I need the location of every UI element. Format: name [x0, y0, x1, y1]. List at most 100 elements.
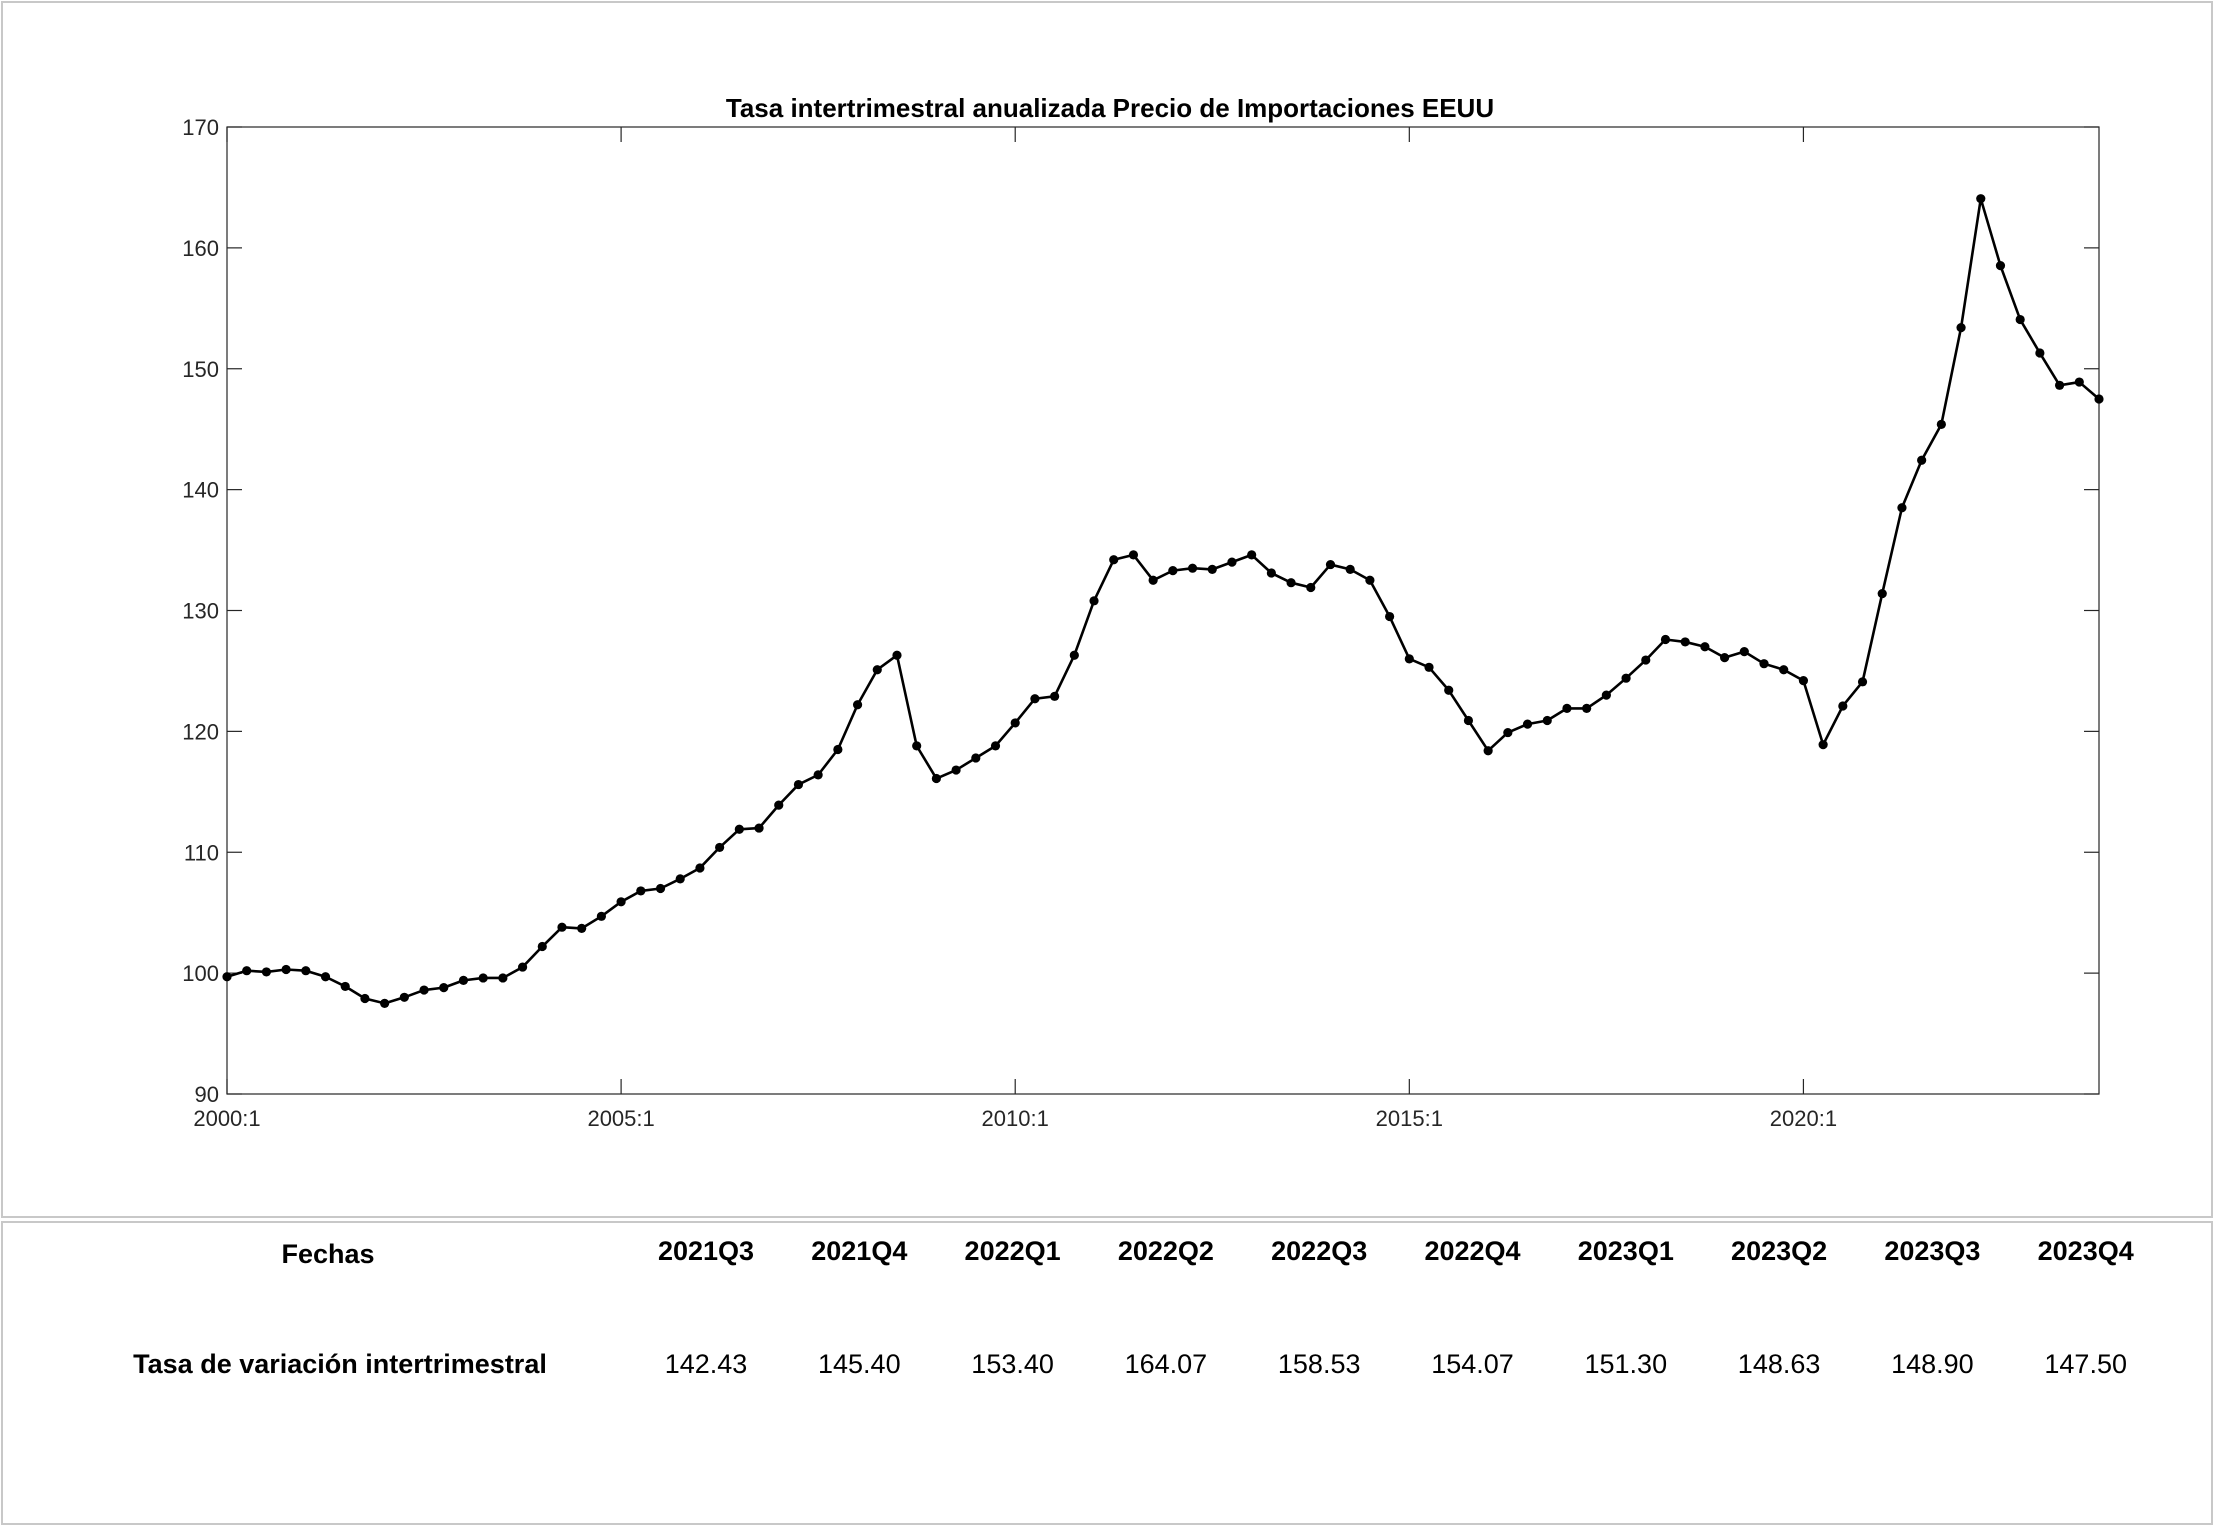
data-point — [498, 973, 508, 983]
y-tick-label: 100 — [182, 961, 219, 986]
data-point — [1917, 455, 1927, 465]
table-column-header: 2023Q4 — [2037, 1236, 2134, 1266]
y-tick-label: 150 — [182, 357, 219, 382]
y-tick-label: 90 — [195, 1082, 219, 1107]
data-point — [695, 863, 705, 873]
data-point — [1877, 588, 1887, 599]
data-point — [813, 770, 823, 780]
y-tick-label: 110 — [184, 840, 219, 865]
data-point — [1641, 655, 1651, 665]
data-point — [793, 779, 804, 790]
data-point — [399, 992, 409, 1002]
data-point — [458, 975, 469, 985]
data-point — [1325, 559, 1336, 570]
data-point — [1720, 653, 1730, 663]
data-point — [517, 962, 528, 972]
data-point — [1404, 654, 1414, 664]
y-tick-label: 130 — [182, 599, 219, 624]
table-cell-value: 142.43 — [664, 1349, 748, 1379]
data-point — [2015, 314, 2025, 325]
data-point — [1227, 557, 1237, 567]
data-point — [616, 897, 626, 907]
data-point — [1522, 719, 1533, 729]
data-point — [1385, 611, 1395, 622]
data-point — [1562, 703, 1572, 714]
table-column-header: 2022Q2 — [1117, 1236, 1214, 1266]
data-point — [931, 773, 941, 784]
data-point — [1207, 564, 1217, 575]
data-point — [655, 883, 666, 894]
data-point — [1069, 650, 1079, 660]
y-tick-label: 140 — [182, 478, 219, 503]
data-point — [1976, 194, 1986, 204]
data-point — [1128, 550, 1139, 560]
data-point — [2074, 377, 2084, 387]
data-point — [1109, 555, 1119, 565]
data-point — [675, 874, 685, 884]
data-point — [1759, 659, 1769, 669]
table-column-header: 2021Q3 — [657, 1236, 755, 1266]
table-column-header: 2021Q4 — [811, 1236, 908, 1266]
table-column-header: 2023Q3 — [1884, 1236, 1981, 1266]
data-point — [1306, 582, 1316, 593]
data-point — [1187, 563, 1198, 573]
table-column-header: 2023Q1 — [1577, 1236, 1674, 1266]
chart-title: Tasa intertrimestral anualizada Precio d… — [726, 93, 1494, 123]
data-point — [1168, 566, 1178, 576]
data-point — [439, 983, 449, 993]
table-cell-value: 147.50 — [2044, 1349, 2127, 1379]
data-point — [990, 741, 1001, 751]
table-cell-value: 158.53 — [1277, 1349, 1361, 1379]
data-point — [1739, 646, 1749, 657]
data-point — [1936, 419, 1946, 429]
data-point — [242, 966, 252, 976]
table-cell-value: 151.30 — [1584, 1349, 1668, 1379]
table-panel — [1, 1221, 2213, 1525]
table-column-header: 2023Q2 — [1731, 1236, 1828, 1266]
data-point — [1148, 575, 1158, 585]
data-point — [1621, 673, 1631, 683]
data-point — [2035, 348, 2045, 358]
data-point — [734, 824, 744, 834]
line-chart: Tasa intertrimestral anualizada Precio d… — [182, 93, 2104, 1131]
data-point — [754, 823, 764, 833]
data-point — [1897, 503, 1907, 513]
table-column-header: 2022Q1 — [964, 1236, 1061, 1266]
data-point — [537, 941, 547, 952]
data-point — [872, 665, 882, 675]
x-tick-label: 2020:1 — [1770, 1106, 1837, 1131]
data-point — [971, 753, 981, 763]
data-point — [1995, 261, 2006, 271]
data-point — [1838, 701, 1848, 711]
data-point — [419, 985, 429, 995]
data-point — [833, 744, 843, 755]
data-point — [1779, 665, 1789, 675]
data-point — [951, 765, 961, 775]
table-cell-value: 153.40 — [971, 1349, 1054, 1379]
data-point — [1956, 323, 1966, 333]
data-point — [2054, 380, 2065, 390]
data-point — [1424, 662, 1434, 672]
y-tick-label: 160 — [182, 236, 219, 261]
data-point — [1857, 677, 1868, 687]
data-point — [380, 998, 390, 1008]
table-cell-value: 148.90 — [1891, 1349, 1974, 1379]
data-point — [1463, 715, 1474, 726]
data-point — [1266, 568, 1276, 578]
table-header-label: Fechas — [281, 1239, 375, 1269]
x-tick-label: 2000:1 — [193, 1106, 260, 1131]
data-point — [1010, 718, 1020, 728]
data-point — [320, 972, 331, 982]
data-point — [596, 911, 607, 921]
data-point — [340, 981, 350, 992]
x-tick-label: 2015:1 — [1376, 1106, 1443, 1131]
data-point — [1660, 634, 1671, 645]
data-point — [1601, 690, 1611, 700]
table-row-label: Tasa de variación intertrimestral — [133, 1349, 547, 1379]
x-tick-label: 2005:1 — [587, 1106, 654, 1131]
data-point — [2094, 394, 2104, 404]
data-point — [912, 741, 922, 751]
data-point — [281, 964, 291, 975]
table-cell-value: 154.07 — [1431, 1349, 1514, 1379]
data-point — [774, 800, 784, 810]
